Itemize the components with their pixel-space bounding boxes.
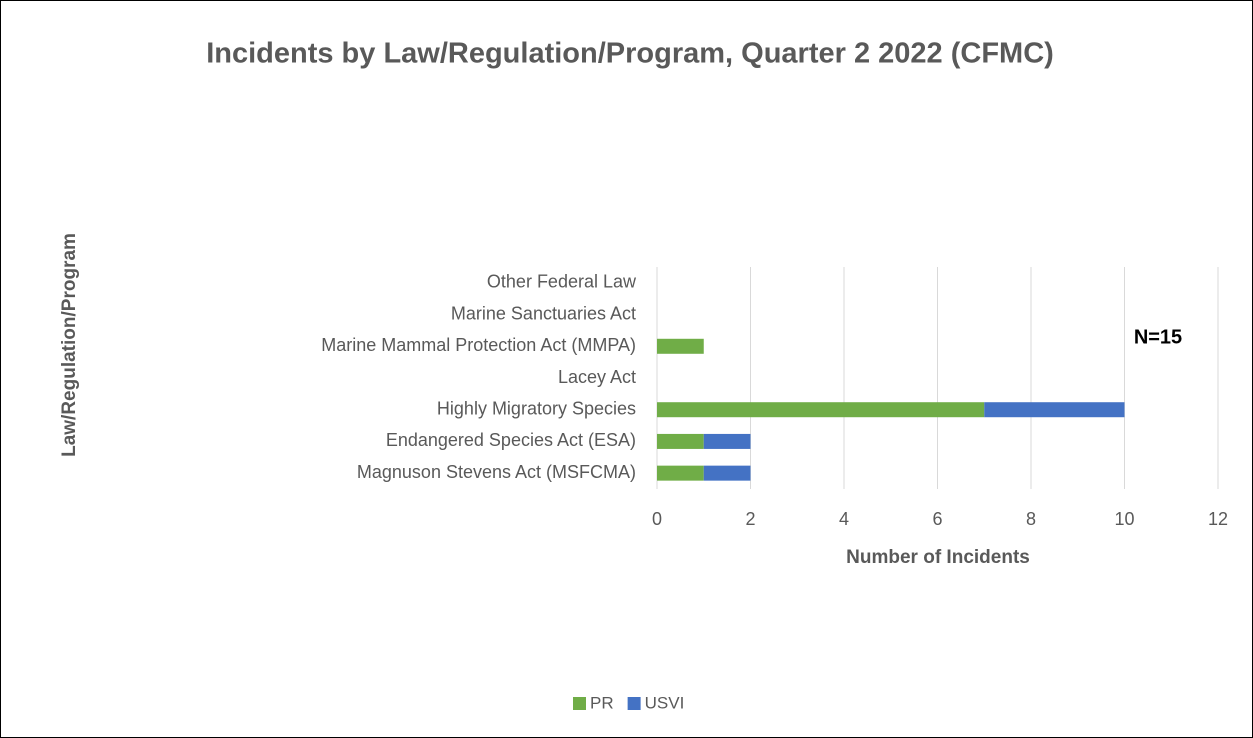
bar (984, 402, 1125, 418)
y-tick-label: Highly Migratory Species (437, 398, 636, 418)
x-tick-label: 10 (1114, 509, 1134, 529)
x-tick-label: 12 (1208, 509, 1228, 529)
annotation: N=15 (1134, 326, 1182, 348)
x-tick-label: 6 (932, 509, 942, 529)
bar (657, 338, 704, 354)
x-axis-title: Number of Incidents (846, 547, 1030, 568)
bar (657, 402, 985, 418)
chart-title: Incidents by Law/Regulation/Program, Qua… (206, 38, 1054, 70)
y-tick-label: Endangered Species Act (ESA) (386, 430, 636, 450)
y-axis-title: Law/Regulation/Program (59, 233, 80, 457)
y-tick-label: Marine Mammal Protection Act (MMPA) (321, 335, 636, 355)
y-tick-label: Marine Sanctuaries Act (451, 303, 636, 323)
legend-label: USVI (645, 693, 685, 712)
x-tick-label: 8 (1026, 509, 1036, 529)
x-tick-label: 4 (839, 509, 849, 529)
y-tick-label: Magnuson Stevens Act (MSFCMA) (357, 462, 636, 482)
x-tick-label: 2 (745, 509, 755, 529)
bar (657, 465, 704, 481)
bar (657, 433, 704, 449)
bar (703, 465, 751, 481)
legend-label: PR (590, 693, 614, 712)
x-tick-label: 0 (652, 509, 662, 529)
y-tick-label: Other Federal Law (487, 272, 637, 292)
legend-swatch (627, 697, 641, 710)
y-tick-label: Lacey Act (558, 367, 636, 387)
legend-swatch (573, 697, 586, 710)
bar (703, 433, 751, 449)
